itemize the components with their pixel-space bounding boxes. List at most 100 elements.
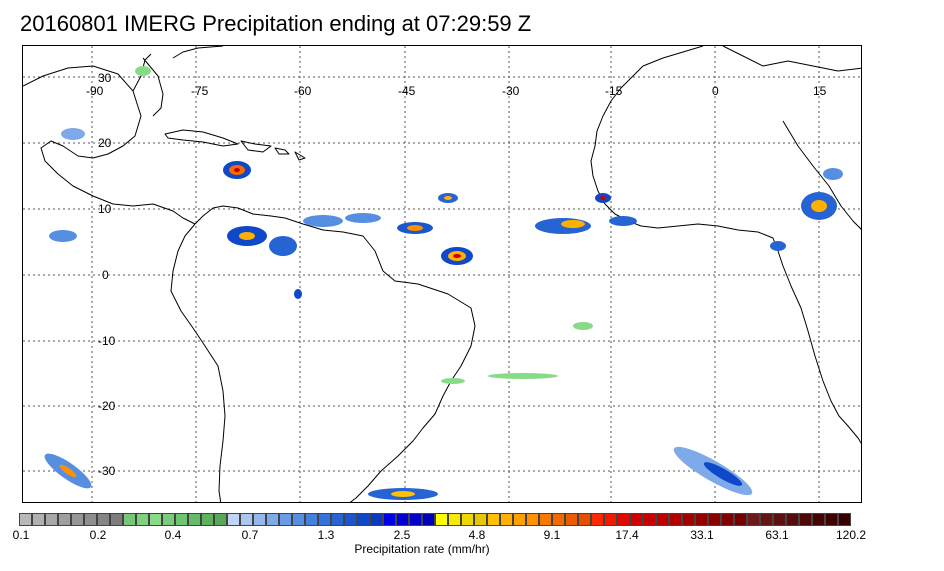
- colorbar-swatch: [669, 513, 682, 526]
- colorbar-swatch: [331, 513, 344, 526]
- colorbar-swatch: [786, 513, 799, 526]
- colorbar-tick-label: 0.2: [89, 528, 107, 542]
- map-title: 20160801 IMERG Precipitation ending at 0…: [20, 11, 532, 36]
- colorbar-tick-labels: 0.1 0.2 0.4 0.7 1.3 2.5 4.8 9.1 17.4 33.…: [0, 528, 944, 542]
- colorbar-swatch: [110, 513, 123, 526]
- colorbar-swatch: [760, 513, 773, 526]
- colorbar-swatch: [422, 513, 435, 526]
- colorbar-swatch: [292, 513, 305, 526]
- colorbar-swatch: [682, 513, 695, 526]
- colorbar-tick-label: 120.2: [835, 528, 867, 542]
- colorbar-swatch: [84, 513, 97, 526]
- colorbar-swatch: [188, 513, 201, 526]
- colorbar-swatch: [474, 513, 487, 526]
- map-canvas: -90 -75 -60 -45 -30 -15 0 15 30 20 10 0 …: [23, 46, 861, 502]
- colorbar-swatch: [812, 513, 825, 526]
- precipitation-field: [44, 66, 843, 500]
- colorbar-tick-label: 17.4: [615, 528, 639, 542]
- lon-label: -30: [502, 84, 520, 98]
- colorbar-swatch: [435, 513, 448, 526]
- colorbar-tick-label: 0.1: [12, 528, 30, 542]
- colorbar-swatch: [201, 513, 214, 526]
- colorbar-swatch: [448, 513, 461, 526]
- colorbar-swatch: [71, 513, 84, 526]
- colorbar-swatch: [240, 513, 253, 526]
- colorbar-swatch: [253, 513, 266, 526]
- colorbar-tick-label: 1.3: [317, 528, 335, 542]
- lat-label: -30: [98, 464, 116, 478]
- colorbar-swatch: [370, 513, 383, 526]
- latitude-labels: 30 20 10 0 -10 -20 -30: [98, 71, 116, 478]
- colorbar-swatch: [487, 513, 500, 526]
- colorbar-swatch: [500, 513, 513, 526]
- colorbar-tick-label: 4.8: [468, 528, 486, 542]
- colorbar-swatch: [305, 513, 318, 526]
- lon-label: 0: [712, 84, 719, 98]
- colorbar-swatch: [357, 513, 370, 526]
- colorbar-swatch: [279, 513, 292, 526]
- colorbar-swatch: [695, 513, 708, 526]
- south-america-coast: [194, 205, 476, 502]
- colorbar-units-label: Precipitation rate (mm/hr): [354, 542, 490, 556]
- colorbar-swatch: [266, 513, 279, 526]
- colorbar-swatch: [773, 513, 786, 526]
- colorbar-tick-label: 2.5: [393, 528, 411, 542]
- colorbar-swatch: [136, 513, 149, 526]
- colorbar-swatch: [526, 513, 539, 526]
- colorbar-swatch: [58, 513, 71, 526]
- africa-coast: [590, 65, 861, 444]
- colorbar-swatch: [409, 513, 422, 526]
- colorbar-tick-label: 0.4: [164, 528, 182, 542]
- longitude-labels: -90 -75 -60 -45 -30 -15 0 15: [86, 84, 827, 98]
- colorbar-swatch: [552, 513, 565, 526]
- lat-label: -10: [98, 334, 116, 348]
- colorbar-swatch: [227, 513, 240, 526]
- colorbar-swatch: [630, 513, 643, 526]
- colorbar-swatch: [734, 513, 747, 526]
- colorbar-tick-label: 9.1: [543, 528, 561, 542]
- lat-label: 30: [98, 71, 112, 85]
- cuba-coast: [164, 129, 239, 147]
- lon-label: -90: [86, 84, 104, 98]
- colorbar-swatch: [32, 513, 45, 526]
- colorbar-swatch: [344, 513, 357, 526]
- lon-label: -75: [191, 84, 209, 98]
- colorbar-swatch: [123, 513, 136, 526]
- colorbar-swatch: [175, 513, 188, 526]
- colorbar-swatch: [825, 513, 838, 526]
- lon-label: -15: [605, 84, 623, 98]
- colorbar-swatch: [565, 513, 578, 526]
- lat-label: 10: [98, 202, 112, 216]
- colorbar-swatch: [214, 513, 227, 526]
- colorbar-swatch: [383, 513, 396, 526]
- colorbar-swatch: [708, 513, 721, 526]
- colorbar-swatch: [162, 513, 175, 526]
- colorbar-swatch: [149, 513, 162, 526]
- colorbar-swatch: [721, 513, 734, 526]
- colorbar-swatch: [539, 513, 552, 526]
- lat-label: 0: [102, 268, 109, 282]
- colorbar-swatch: [97, 513, 110, 526]
- lat-label: 20: [98, 136, 112, 150]
- north-america-coast: [23, 65, 196, 225]
- colorbar-swatch: [318, 513, 331, 526]
- colorbar-units: Precipitation rate (mm/hr): [0, 542, 944, 556]
- colorbar-swatch: [656, 513, 669, 526]
- lon-label: -60: [294, 84, 312, 98]
- graticule: [23, 46, 861, 502]
- lon-label: 15: [813, 84, 827, 98]
- colorbar-swatch: [617, 513, 630, 526]
- colorbar-swatch: [45, 513, 58, 526]
- colorbar-swatch: [578, 513, 591, 526]
- colorbar-swatch: [747, 513, 760, 526]
- colorbar-tick-label: 63.1: [765, 528, 789, 542]
- colorbar-swatch: [396, 513, 409, 526]
- colorbar-swatch: [643, 513, 656, 526]
- colorbar-swatch: [19, 513, 32, 526]
- colorbar-swatch: [461, 513, 474, 526]
- colorbar-swatch: [604, 513, 617, 526]
- colorbar-swatch: [513, 513, 526, 526]
- colorbar-tick-label: 0.7: [241, 528, 259, 542]
- colorbar-tick-label: 33.1: [690, 528, 714, 542]
- lon-label: -45: [398, 84, 416, 98]
